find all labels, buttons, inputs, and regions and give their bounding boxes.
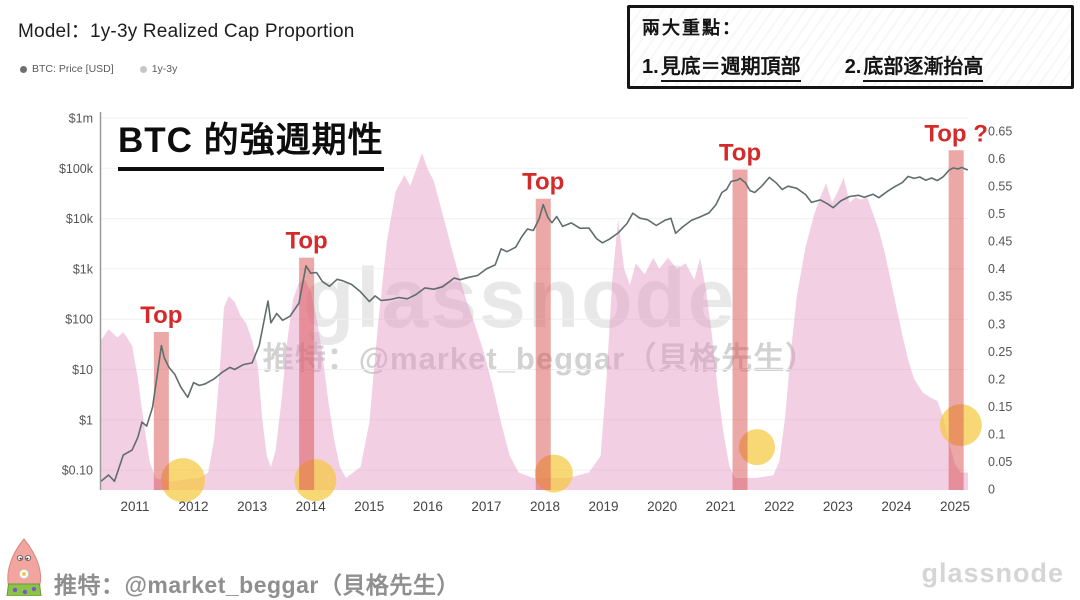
patrick-pupil-right (26, 557, 29, 560)
x-axis-year-label: 2013 (237, 499, 267, 514)
legend-dot-1y3y-icon (139, 65, 147, 73)
right-axis-tick: 0.45 (988, 235, 1012, 249)
footer-twitter-handle: 推特：@market_beggar（貝格先生） (54, 572, 460, 598)
right-axis-tick: 0.6 (988, 152, 1005, 166)
right-axis-tick: 0.55 (988, 180, 1012, 194)
left-axis-tick: $1 (79, 413, 93, 427)
patrick-star-avatar (6, 538, 42, 596)
top-marker-label: Top ? (924, 120, 988, 147)
x-axis-year-label: 2011 (120, 499, 149, 514)
legend-label-1y3y: 1y-3y (151, 63, 178, 75)
right-axis-tick: 0.4 (988, 262, 1005, 276)
left-axis-tick: $100 (65, 313, 93, 327)
x-axis-year-label: 2016 (413, 499, 443, 514)
x-axis-year-label: 2012 (179, 499, 209, 514)
left-axis-tick: $1k (73, 262, 94, 276)
left-axis-tick: $100k (59, 162, 94, 176)
chart-legend: BTC: Price [USD] 1y-3y (20, 63, 177, 75)
right-axis-tick: 0 (988, 483, 995, 497)
top-marker-label: Top (522, 169, 564, 196)
note-point-1-number: 1. (642, 56, 659, 78)
legend-item-1y3y: 1y-3y (139, 63, 178, 75)
top-marker-bar (948, 150, 964, 490)
note-point-1-text: 見底＝週期頂部 (660, 56, 801, 82)
chart-headline: BTC 的強週期性 (118, 112, 384, 171)
legend-label-btc: BTC: Price [USD] (32, 63, 114, 75)
right-axis-tick: 0.25 (988, 345, 1012, 359)
note-point-2-number: 2. (844, 56, 862, 78)
x-axis-year-label: 2019 (589, 499, 619, 514)
legend-item-btc-price: BTC: Price [USD] (20, 63, 114, 75)
handwritten-note-box: 兩大重點： 1. 見底＝週期頂部 2. 底部逐漸抬高 (627, 5, 1074, 89)
left-axis-tick: $1m (69, 112, 93, 126)
patrick-pupil-left (19, 557, 22, 560)
area-1y3y (101, 153, 968, 490)
note-points: 1. 見底＝週期頂部 2. 底部逐漸抬高 (642, 50, 1059, 82)
glassnode-watermark-bottom-right: glassnode (921, 558, 1064, 588)
x-axis-year-label: 2022 (764, 499, 794, 514)
top-marker-bar (299, 257, 315, 490)
x-axis-year-label: 2021 (706, 499, 736, 514)
top-marker-label: Top (286, 228, 328, 255)
top-marker-bar (153, 332, 169, 490)
x-axis-year-label: 2014 (296, 499, 327, 514)
patrick-shorts-flower-1 (12, 587, 18, 593)
right-axis-tick: 0.5 (988, 207, 1005, 221)
legend-dot-btc-icon (20, 65, 27, 73)
note-point-2: 2. 底部逐漸抬高 (844, 50, 984, 82)
x-axis-year-label: 2017 (471, 499, 501, 514)
top-marker-label: Top (719, 140, 761, 167)
x-axis-year-label: 2020 (647, 499, 677, 514)
left-axis-tick: $10 (72, 363, 93, 377)
right-axis-tick: 0.3 (988, 317, 1005, 331)
bottom-circle-marker (739, 429, 776, 466)
top-marker-bar (535, 198, 551, 490)
right-axis-tick: 0.15 (988, 400, 1012, 414)
top-marker-label: Top (140, 302, 182, 329)
note-point-2-text: 底部逐漸抬高 (863, 56, 984, 82)
note-point-1: 1. 見底＝週期頂部 (642, 50, 801, 82)
right-axis-tick: 0.05 (988, 455, 1012, 469)
bottom-circle-marker (161, 458, 206, 503)
right-axis-tick: 0.65 (988, 124, 1012, 138)
left-axis-tick: $0.10 (62, 464, 93, 478)
patrick-body (7, 538, 42, 591)
patrick-shorts-flower-3 (31, 586, 37, 592)
patrick-shorts-flower-2 (22, 589, 28, 595)
right-axis-tick: 0.35 (988, 290, 1012, 304)
top-marker-bar (732, 169, 748, 490)
x-axis-year-label: 2023 (823, 499, 853, 514)
footer-bar: 推特：@market_beggar（貝格先生） glassnode (0, 538, 1080, 598)
glassnode-watermark-center: glassnode (303, 251, 737, 345)
x-axis-year-label: 2024 (881, 499, 912, 514)
x-axis-year-label: 2025 (940, 499, 970, 514)
left-axis-tick: $10k (66, 212, 94, 226)
x-axis-year-label: 2018 (530, 499, 560, 514)
x-axis-year-label: 2015 (354, 499, 384, 514)
btc-price-line (100, 166, 969, 483)
right-axis-tick: 0.1 (988, 427, 1005, 441)
note-heading: 兩大重點： (642, 18, 742, 38)
page-title: Model：1y-3y Realized Cap Proportion (18, 21, 355, 42)
patrick-shorts (6, 583, 42, 596)
right-axis-tick: 0.2 (988, 372, 1005, 386)
patrick-medallion-center (22, 572, 26, 576)
